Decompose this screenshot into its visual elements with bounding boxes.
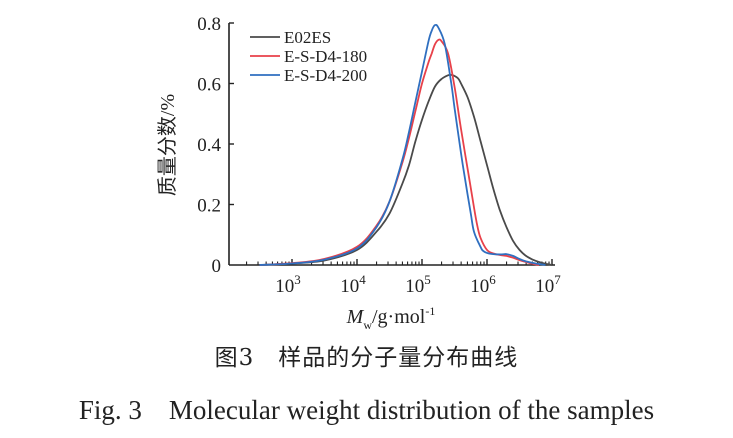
legend-item: E-S-D4-200 xyxy=(250,66,367,85)
series-line-e02es xyxy=(259,73,553,266)
legend-item: E02ES xyxy=(250,28,331,47)
caption-chinese: 图3 样品的分子量分布曲线 xyxy=(214,345,519,371)
x-axis-title-subscript: w xyxy=(363,318,372,332)
x-axis-title-text: Mw/g·mol-1 xyxy=(346,304,436,332)
x-tick-label: 107 xyxy=(535,272,561,297)
legend-item: E-S-D4-180 xyxy=(250,47,367,66)
axes xyxy=(228,23,555,266)
legend-label: E-S-D4-180 xyxy=(284,47,367,66)
y-tick-label: 0.2 xyxy=(197,196,221,217)
x-axis-title-symbol: M xyxy=(346,306,365,328)
series-line-e-s-d4-200 xyxy=(259,23,546,266)
chart: 00.20.40.60.8 103 104 105 106 107 E02ESE-S-D… xyxy=(156,14,561,332)
y-axis-title: 质量分数/% xyxy=(156,94,179,196)
x-axis-title-superscript: -1 xyxy=(425,304,435,318)
x-tick-label: 106 xyxy=(470,272,496,297)
caption-english: Fig. 3 Molecular weight distribution of … xyxy=(78,395,655,425)
y-tick-label: 0.4 xyxy=(197,135,221,156)
x-axis-title-unit: /g·mol xyxy=(372,306,426,328)
y-ticks: 0 0.2 0.4 0.6 0.8 xyxy=(197,14,234,277)
legend-label: E02ES xyxy=(284,28,331,47)
series-lines xyxy=(259,23,553,266)
x-axis-title: Mw/g·mol-1 xyxy=(346,304,436,332)
x-tick-label: 105 xyxy=(405,272,431,297)
legend-label: E-S-D4-200 xyxy=(284,66,367,85)
y-tick-label: 0.8 xyxy=(197,14,221,35)
y-tick-label: 0.6 xyxy=(197,75,221,96)
x-tick-label: 103 xyxy=(275,272,301,297)
x-tick-label: 104 xyxy=(340,272,366,297)
y-tick-label: 0 xyxy=(212,256,222,277)
